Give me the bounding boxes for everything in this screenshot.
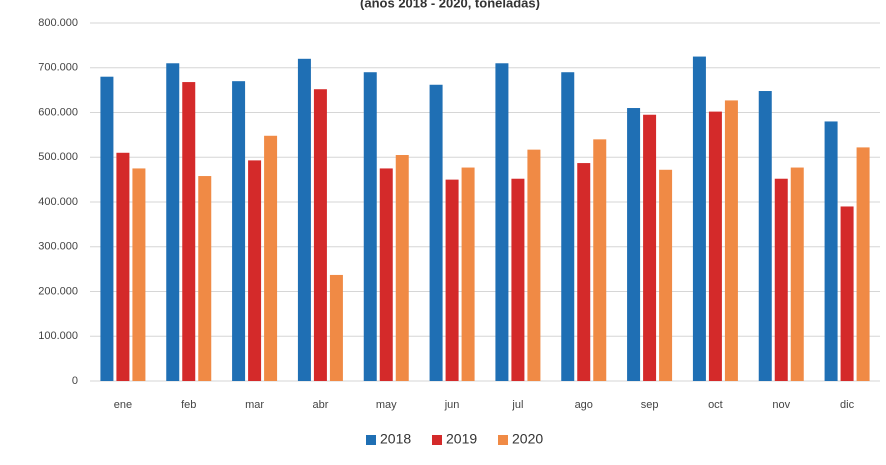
bar: [116, 152, 130, 381]
bar: [495, 63, 509, 382]
legend-label: 2019: [446, 431, 477, 447]
bar: [100, 76, 114, 381]
bar: [297, 58, 311, 382]
bar: [627, 108, 641, 382]
chart-subtitle: (años 2018 - 2020, toneladas): [360, 0, 540, 10]
y-tick-label: 100.000: [38, 330, 78, 342]
bar: [724, 100, 738, 381]
legend-swatch: [366, 435, 376, 445]
bar: [313, 89, 327, 381]
legend-swatch: [498, 435, 508, 445]
bar: [643, 114, 657, 382]
bar: [132, 168, 146, 381]
y-tick-label: 300.000: [38, 241, 78, 253]
x-tick-label: ago: [575, 399, 593, 411]
x-tick-label: may: [376, 399, 397, 411]
bar: [774, 178, 788, 381]
x-tick-label: mar: [245, 399, 264, 411]
y-tick-label: 800.000: [38, 17, 78, 29]
y-tick-label: 700.000: [38, 62, 78, 74]
bar: [329, 274, 343, 381]
y-tick-label: 200.000: [38, 285, 78, 297]
x-tick-label: feb: [181, 399, 196, 411]
bar: [659, 169, 673, 381]
x-tick-label: jul: [511, 399, 523, 411]
x-tick-label: dic: [840, 399, 855, 411]
legend-label: 2018: [380, 431, 411, 447]
bar: [824, 121, 838, 381]
bar: [708, 111, 722, 381]
bar: [511, 178, 525, 381]
legend-label: 2020: [512, 431, 543, 447]
bar: [166, 63, 180, 382]
bar: [232, 81, 246, 382]
x-tick-label: sep: [641, 399, 659, 411]
y-tick-label: 0: [72, 375, 78, 387]
bar: [593, 139, 607, 381]
bar: [363, 72, 377, 381]
bar: [182, 82, 196, 381]
x-tick-label: ene: [114, 399, 132, 411]
x-tick-label: oct: [708, 399, 723, 411]
x-tick-label: abr: [312, 399, 328, 411]
x-tick-label: nov: [772, 399, 790, 411]
bar: [527, 149, 541, 381]
y-tick-label: 500.000: [38, 151, 78, 163]
bar: [758, 91, 772, 382]
y-tick-label: 400.000: [38, 196, 78, 208]
bar: [264, 135, 278, 381]
bar: [445, 179, 459, 381]
bar: [840, 206, 854, 381]
bar: [429, 84, 443, 381]
bar: [461, 167, 475, 381]
y-tick-label: 600.000: [38, 106, 78, 118]
bar: [561, 72, 575, 381]
bar: [198, 176, 212, 381]
bar: [379, 168, 393, 381]
bar: [692, 56, 706, 381]
bar: [577, 163, 591, 381]
bar: [790, 167, 804, 381]
legend-swatch: [432, 435, 442, 445]
x-tick-label: jun: [444, 399, 460, 411]
bar: [856, 147, 870, 381]
bar: [248, 160, 262, 381]
bar: [395, 155, 409, 381]
